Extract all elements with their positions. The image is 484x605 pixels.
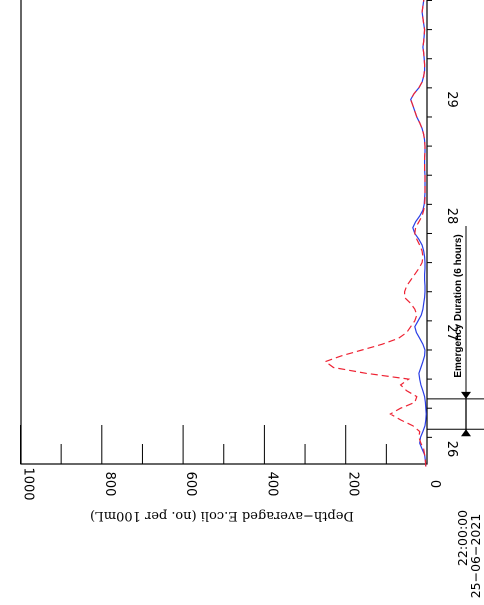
series-line-dashed (324, 0, 427, 467)
text-layer: 0 200 400 600 800 1000 26 27 28 29 Depth−averaged … (21, 91, 484, 598)
series-layer (324, 0, 427, 467)
time-tick-label: 26 (444, 441, 459, 458)
value-tick-label: 1000 (21, 467, 36, 500)
series-line-solid (410, 0, 427, 467)
value-tick-label: 200 (346, 472, 361, 497)
start-time-label: 22:00:00 (455, 510, 470, 566)
annotation-layer: Emergency Duration (6 hours) (427, 226, 484, 437)
value-tick-label: 800 (102, 472, 117, 497)
value-tick-label: 600 (183, 472, 198, 497)
time-tick-label: 29 (444, 91, 459, 108)
emergency-duration-label: Emergency Duration (6 hours) (453, 234, 464, 377)
duration-arrowhead-start (461, 429, 471, 437)
ticks-layer (20, 0, 432, 464)
time-tick-label: 28 (444, 208, 459, 225)
value-tick-label: 400 (264, 472, 279, 497)
start-date-label: 25−06−2021 (468, 514, 483, 599)
value-axis-title: Depth−averaged E.coli (no. per 100mL) (90, 508, 354, 523)
time-tick-label: 27 (444, 324, 459, 341)
plot-frame (20, 0, 428, 465)
value-tick-label: 0 (427, 480, 442, 488)
